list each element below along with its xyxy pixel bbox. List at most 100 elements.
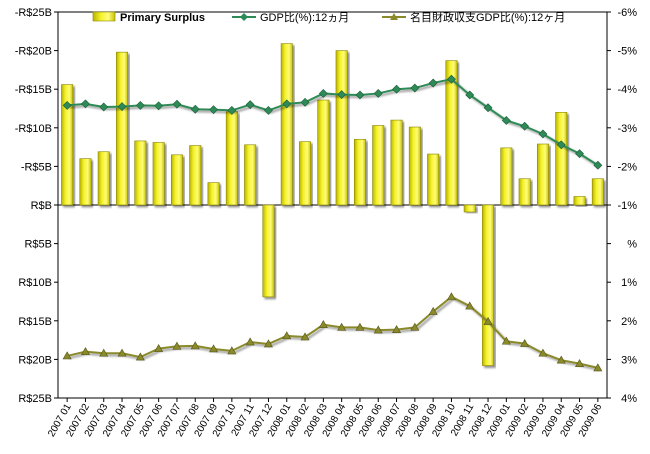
- point-nominal-balance-12m-16: [355, 322, 365, 331]
- point-nominal-balance-12m-10: [245, 337, 255, 346]
- legend-marker-gdp-12m: [240, 13, 248, 21]
- point-nominal-balance-12m-17: [373, 325, 383, 334]
- point-nominal-balance-12m-4: [135, 352, 145, 361]
- point-nominal-balance-12m-12: [282, 331, 292, 340]
- point-nominal-balance-12m-6: [172, 341, 182, 350]
- point-nominal-balance-12m-13: [300, 332, 310, 341]
- left-tick-label: -R$15B: [15, 84, 52, 96]
- bar-2008-06: [372, 125, 385, 206]
- left-tick-label: R$20B: [18, 354, 52, 366]
- point-gdp-12m-7: [190, 104, 200, 114]
- bar-2007-02: [79, 158, 92, 206]
- bar-2008-03: [317, 99, 330, 206]
- point-gdp-12m-8: [209, 105, 218, 115]
- left-tick-label: R$5B: [24, 239, 52, 251]
- right-tick-label: -4%: [617, 84, 637, 96]
- bar-2007-10: [225, 111, 238, 206]
- point-nominal-balance-12m-26: [538, 348, 548, 357]
- bar-2008-07: [390, 119, 403, 206]
- point-gdp-12m-6: [172, 99, 182, 109]
- point-gdp-12m-21: [447, 74, 456, 84]
- bar-2009-05: [573, 196, 586, 206]
- plot-area: [57, 11, 608, 399]
- legend-swatch-primary-surplus: [92, 11, 116, 22]
- point-gdp-12m-29: [593, 160, 603, 170]
- point-gdp-12m-0: [62, 100, 72, 110]
- point-nominal-balance-12m-9: [227, 346, 237, 355]
- point-nominal-balance-12m-2: [99, 348, 109, 357]
- left-tick-label: -R$20B: [15, 46, 52, 58]
- right-tick-label: -6%: [617, 7, 637, 19]
- bar-2008-10: [445, 60, 458, 206]
- point-nominal-balance-12m-24: [501, 336, 511, 345]
- right-tick-label: -1%: [617, 200, 637, 212]
- bar-2007-11: [244, 144, 257, 206]
- left-tick-label: -R$10B: [15, 123, 52, 135]
- right-tick-label: 2%: [621, 316, 637, 328]
- point-gdp-12m-3: [117, 102, 127, 111]
- point-nominal-balance-12m-14: [318, 320, 328, 328]
- point-nominal-balance-12m-25: [520, 338, 530, 347]
- bar-2008-04: [335, 50, 348, 206]
- bar-2008-09: [427, 153, 440, 206]
- left-axis: -R$25B -R$20B -R$15B -R$10B -R$5B R$B R$5B R$10…: [15, 7, 58, 405]
- point-gdp-12m-10: [245, 100, 255, 110]
- point-gdp-12m-1: [81, 99, 90, 109]
- bar-2007-03: [97, 151, 110, 206]
- right-tick-label: -5%: [617, 46, 637, 58]
- legend-label-gdp-12m: GDP比(%):12ヵ月: [260, 11, 349, 24]
- point-nominal-balance-12m-5: [154, 343, 164, 352]
- bar-2008-11: [463, 204, 476, 213]
- point-nominal-balance-12m-7: [190, 341, 200, 350]
- point-gdp-12m-22: [465, 90, 475, 100]
- point-gdp-12m-15: [337, 90, 347, 100]
- bar-2008-01: [280, 43, 293, 206]
- left-tick-label: R$B: [31, 200, 52, 212]
- point-nominal-balance-12m-19: [410, 322, 420, 331]
- point-nominal-balance-12m-18: [392, 325, 402, 333]
- point-gdp-12m-16: [355, 90, 365, 100]
- point-nominal-balance-12m-1: [80, 347, 90, 355]
- point-nominal-balance-12m-0: [62, 351, 72, 360]
- legend-label-primary-surplus: Primary Surplus: [120, 12, 205, 24]
- point-gdp-12m-11: [264, 106, 273, 115]
- point-gdp-12m-27: [556, 140, 566, 150]
- point-gdp-12m-28: [575, 149, 584, 159]
- bar-2009-04: [555, 112, 568, 206]
- point-gdp-12m-12: [282, 99, 292, 109]
- point-gdp-12m-13: [300, 97, 310, 107]
- point-nominal-balance-12m-3: [117, 348, 127, 357]
- bar-2008-12: [482, 204, 495, 366]
- point-gdp-12m-9: [227, 106, 237, 115]
- point-gdp-12m-4: [135, 100, 145, 110]
- point-gdp-12m-18: [392, 84, 401, 94]
- right-tick-label: -3%: [617, 123, 637, 135]
- bar-2007-07: [170, 154, 183, 206]
- bar-2008-08: [408, 126, 421, 206]
- legend-marker-nominal-balance-12m: [390, 13, 398, 20]
- point-gdp-12m-17: [373, 89, 383, 98]
- left-tick-label: R$10B: [18, 277, 52, 289]
- bar-2007-09: [207, 182, 220, 206]
- point-gdp-12m-24: [501, 116, 511, 125]
- point-gdp-12m-2: [99, 102, 109, 112]
- point-nominal-balance-12m-8: [209, 344, 219, 353]
- point-nominal-balance-12m-20: [428, 306, 438, 315]
- right-tick-label: -2%: [617, 161, 637, 173]
- point-nominal-balance-12m-22: [465, 301, 475, 310]
- bar-2007-08: [189, 145, 202, 206]
- left-tick-label: R$25B: [18, 393, 52, 405]
- bar-2008-02: [299, 141, 312, 206]
- point-nominal-balance-12m-15: [337, 322, 347, 331]
- point-gdp-12m-20: [428, 78, 438, 88]
- point-gdp-12m-5: [154, 101, 164, 111]
- bar-2009-01: [500, 147, 513, 206]
- bar-2007-06: [152, 142, 165, 206]
- bar-2009-06: [591, 178, 604, 206]
- point-nominal-balance-12m-21: [446, 292, 456, 301]
- legend-label-nominal-balance-12m: 名目財政収支GDP比(%):12ヶ月: [410, 10, 565, 24]
- right-tick-label: %: [627, 239, 637, 251]
